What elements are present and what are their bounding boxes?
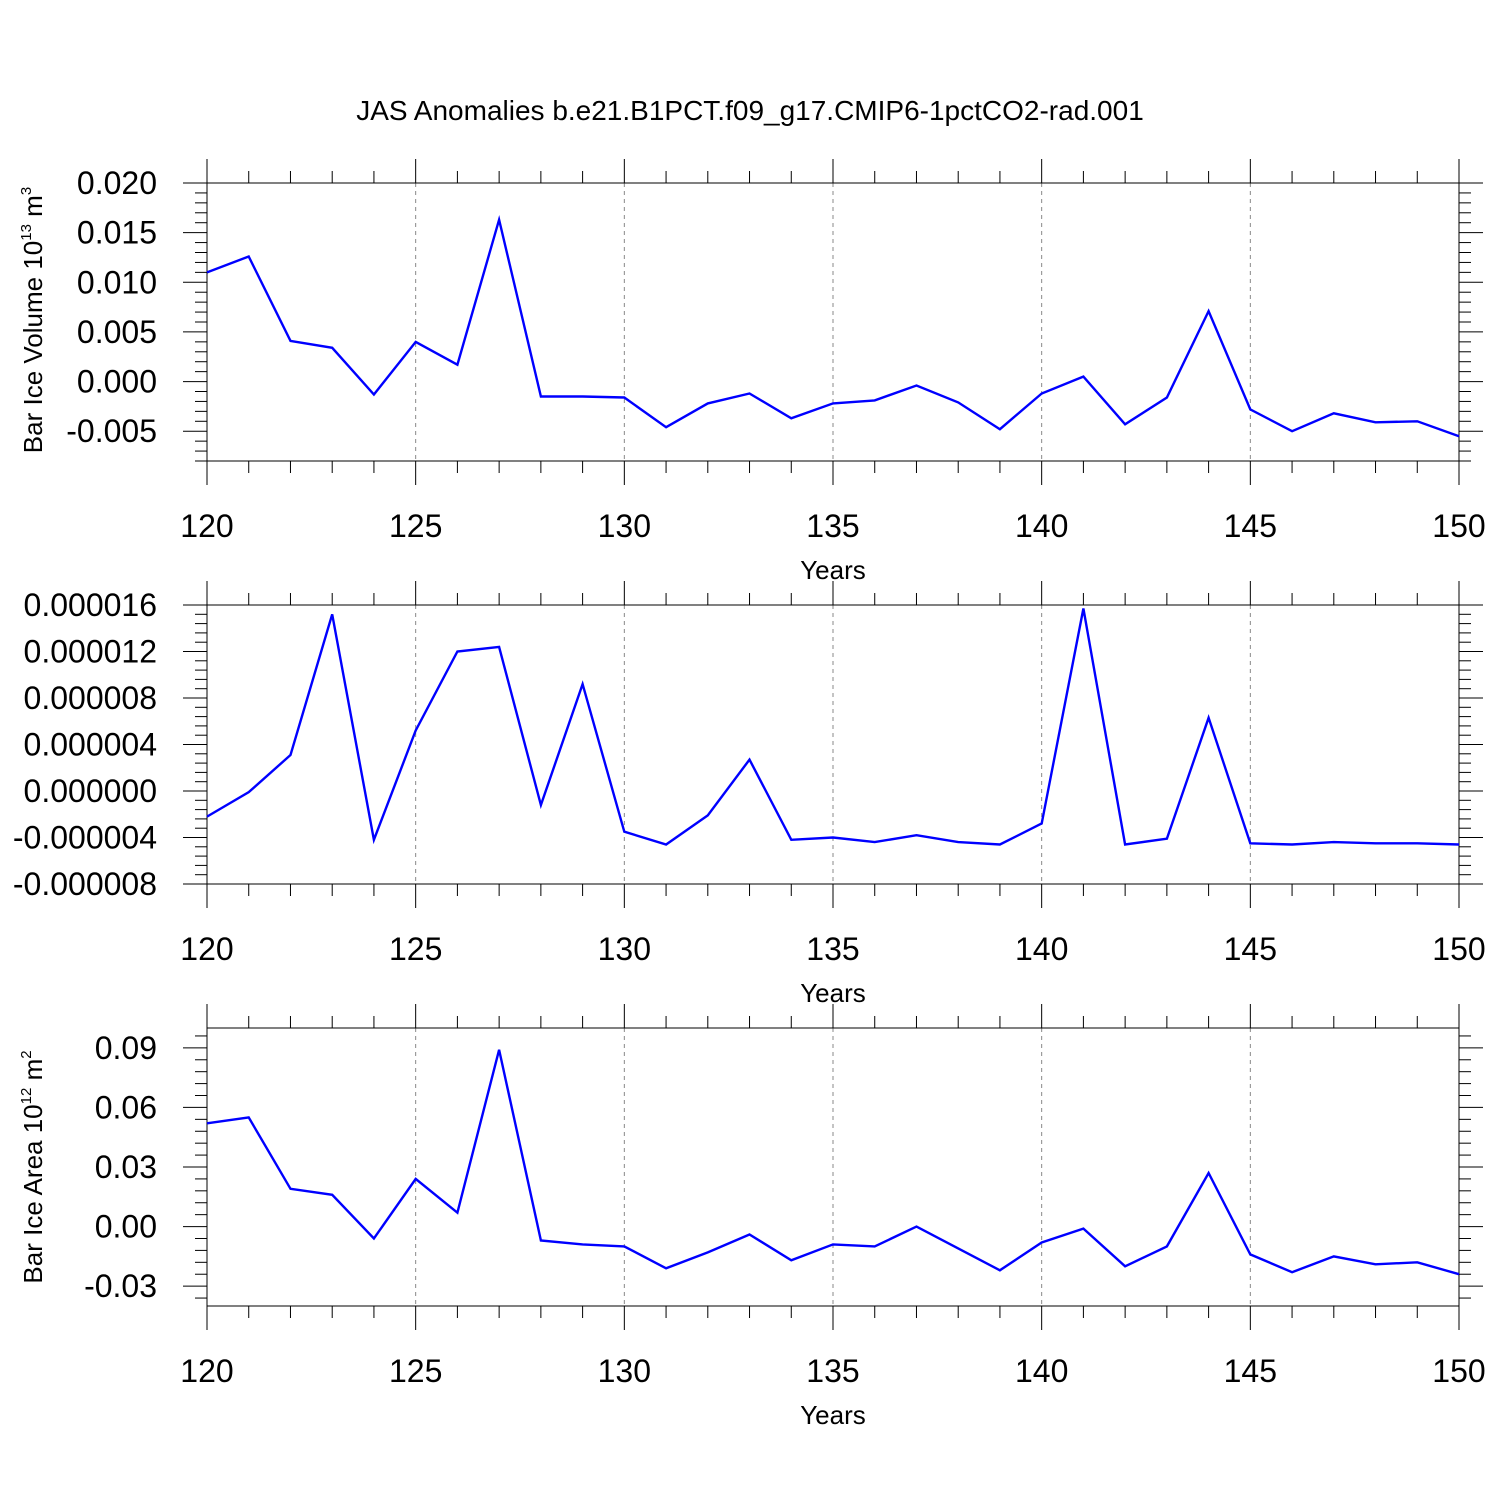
y-tick-label: 0.005 (77, 314, 157, 350)
y-tick-label: -0.03 (84, 1268, 157, 1304)
x-tick-label: 135 (806, 508, 859, 544)
y-axis-label-exponent: 3 (18, 187, 35, 195)
x-tick-label: 150 (1432, 931, 1485, 967)
y-tick-label: -0.005 (66, 413, 157, 449)
y-tick-label: 0.000016 (24, 587, 157, 623)
x-tick-label: 125 (389, 1353, 442, 1389)
x-axis-label: Years (800, 555, 866, 585)
y-tick-label: 0.09 (95, 1030, 157, 1066)
x-tick-label: 150 (1432, 508, 1485, 544)
x-tick-label: 140 (1015, 1353, 1068, 1389)
y-axis-label-text: Bar Ice Area 10 (18, 1104, 48, 1283)
figure-title: JAS Anomalies b.e21.B1PCT.f09_g17.CMIP6-… (356, 95, 1144, 126)
x-tick-label: 120 (180, 1353, 233, 1389)
y-tick-label: 0.015 (77, 215, 157, 251)
y-axis-label-exponent: 13 (18, 224, 35, 241)
y-tick-label: 0.010 (77, 264, 157, 300)
x-axis-label: Years (800, 978, 866, 1008)
x-axis-label: Years (800, 1400, 866, 1430)
x-tick-label: 145 (1224, 508, 1277, 544)
y-tick-label: 0.00 (95, 1209, 157, 1245)
x-tick-label: 130 (598, 1353, 651, 1389)
panel-3: 120 125 130 135 140 145 150 -0.03 0.00 0.03 0.06 0.… (18, 1004, 1486, 1430)
y-tick-label: 0.000004 (24, 727, 157, 763)
x-tick-label: 135 (806, 931, 859, 967)
x-tick-label: 125 (389, 931, 442, 967)
y-axis-label: Bar Ice Volume 1013 m3 (18, 187, 48, 453)
y-axis-label-text: Bar Ice Volume 10 (18, 241, 48, 453)
x-tick-label: 130 (598, 931, 651, 967)
x-tick-label: 145 (1224, 931, 1277, 967)
y-axis-label-text: m (18, 1059, 48, 1088)
series-line (206, 608, 1460, 846)
series-line (206, 214, 1460, 438)
x-tick-label: 135 (806, 1353, 859, 1389)
y-tick-label: -0.000008 (13, 866, 157, 902)
x-tick-label: 125 (389, 508, 442, 544)
x-tick-label: 145 (1224, 1353, 1277, 1389)
panel-2: 120 125 130 135 140 145 150 -0.000008 -0.000004 0… (13, 581, 1486, 1008)
y-tick-label: 0.000012 (24, 634, 157, 670)
x-tick-label: 120 (180, 508, 233, 544)
series-line (206, 1049, 1460, 1276)
y-tick-label: 0.06 (95, 1089, 157, 1125)
y-tick-label: 0.000008 (24, 680, 157, 716)
x-tick-label: 120 (180, 931, 233, 967)
y-axis-label-exponent: 12 (18, 1088, 35, 1105)
panel-1: 120 125 130 135 140 145 150 -0.005 0.000 0.005 0.0… (18, 159, 1486, 585)
x-tick-label: 150 (1432, 1353, 1485, 1389)
y-axis-label-text: m (18, 195, 48, 224)
x-tick-label: 140 (1015, 508, 1068, 544)
y-tick-label: 0.03 (95, 1149, 157, 1185)
x-tick-label: 130 (598, 508, 651, 544)
x-tick-label: 140 (1015, 931, 1068, 967)
y-axis-label-exponent: 2 (18, 1050, 35, 1058)
y-tick-label: 0.020 (77, 165, 157, 201)
y-axis-label: Bar Ice Area 1012 m2 (18, 1050, 48, 1283)
y-tick-label: -0.000004 (13, 820, 157, 856)
y-tick-label: 0.000000 (24, 773, 157, 809)
y-tick-label: 0.000 (77, 364, 157, 400)
